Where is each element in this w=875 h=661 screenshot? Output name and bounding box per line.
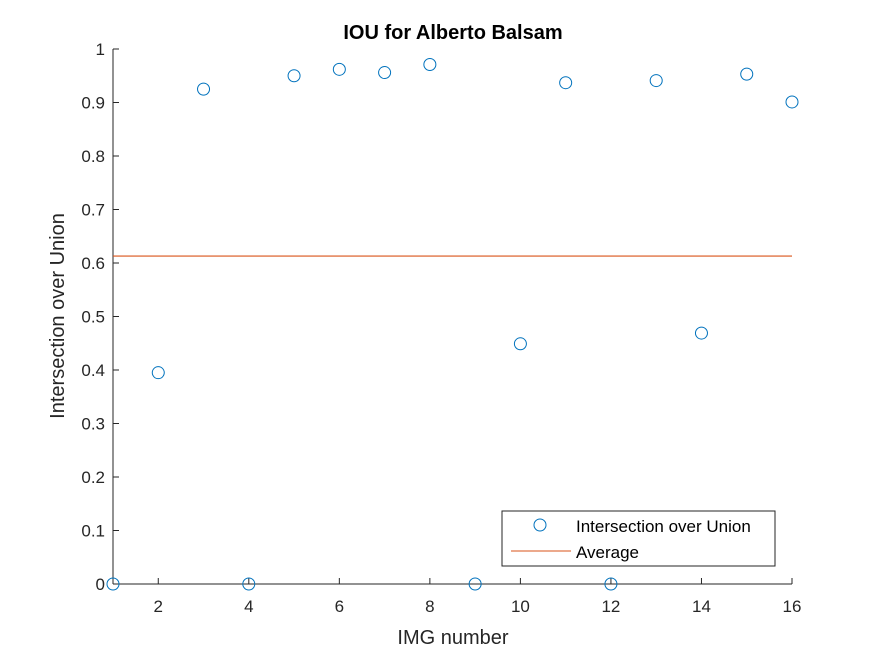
y-axis-label: Intersection over Union xyxy=(47,213,69,419)
data-point xyxy=(740,67,754,81)
y-tick-label: 0.1 xyxy=(81,522,105,541)
data-point xyxy=(242,577,256,591)
legend-label-iou: Intersection over Union xyxy=(576,517,751,536)
axes xyxy=(112,49,792,585)
y-tick-label: 0 xyxy=(96,575,105,594)
data-point xyxy=(468,577,482,591)
x-tick-label: 6 xyxy=(335,597,344,616)
x-tick-label: 12 xyxy=(601,597,620,616)
y-tick-label: 0.6 xyxy=(81,254,105,273)
data-point xyxy=(694,326,708,340)
y-tick-label: 1 xyxy=(96,40,105,59)
x-tick-label: 2 xyxy=(154,597,163,616)
x-tick-label: 4 xyxy=(244,597,253,616)
data-point xyxy=(378,66,392,80)
x-tick-label: 14 xyxy=(692,597,711,616)
data-point xyxy=(106,577,120,591)
y-tick-label: 0.3 xyxy=(81,415,105,434)
data-point xyxy=(287,69,301,83)
marks xyxy=(106,58,799,591)
data-point xyxy=(332,62,346,76)
legend: Intersection over Union Average xyxy=(501,510,776,567)
y-tick-label: 0.2 xyxy=(81,468,105,487)
x-tick-label: 16 xyxy=(783,597,802,616)
legend-marker-iou xyxy=(533,518,547,532)
data-point xyxy=(151,366,165,380)
x-axis-label: IMG number xyxy=(397,627,508,649)
data-point xyxy=(513,337,527,351)
legend-box xyxy=(501,510,776,567)
data-point xyxy=(423,58,437,72)
data-point xyxy=(559,76,573,90)
data-point xyxy=(785,95,799,109)
legend-label-average: Average xyxy=(576,543,639,562)
x-tick-label: 10 xyxy=(511,597,530,616)
y-tick-label: 0.8 xyxy=(81,147,105,166)
ticks: 2 4 6 8 10 12 14 16 0 0.1 0.2 0.3 0.4 0.5 0.6 0.7 0.8 0.9… xyxy=(81,40,801,616)
x-tick-label: 8 xyxy=(425,597,434,616)
y-tick-label: 0.4 xyxy=(81,361,105,380)
y-tick-label: 0.5 xyxy=(81,308,105,327)
data-point xyxy=(649,74,663,88)
y-tick-label: 0.9 xyxy=(81,94,105,113)
y-tick-label: 0.7 xyxy=(81,201,105,220)
data-point xyxy=(604,577,618,591)
data-point xyxy=(197,82,211,96)
chart-title: IOU for Alberto Balsam xyxy=(343,22,562,44)
